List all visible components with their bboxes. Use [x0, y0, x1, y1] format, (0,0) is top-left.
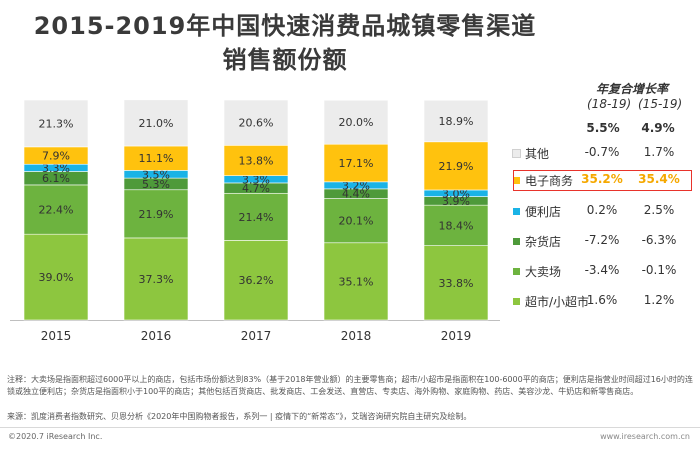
bar-value-label: 21.3% [39, 117, 74, 130]
bar-segment [223, 99, 289, 146]
bar-value-label: 7.9% [42, 150, 70, 163]
cagr-value: 1.2% [643, 293, 675, 307]
cagr-value: -0.7% [584, 145, 620, 159]
chart-title-line1: 2015-2019年中国快速消费品城镇零售渠道 [33, 12, 537, 40]
bar-segment [23, 184, 89, 235]
copyright: ©2020.7 iResearch Inc. [8, 432, 103, 441]
legend-swatch [513, 208, 520, 215]
x-tick-label: 2016 [141, 329, 172, 343]
bar-value-label: 35.1% [339, 275, 374, 288]
cagr-period-15-19: (15-19) [638, 97, 683, 111]
cagr-value: -3.4% [584, 263, 620, 277]
bar-segment [23, 233, 89, 321]
legend-swatch [513, 238, 520, 245]
x-tick-label: 2017 [241, 329, 272, 343]
cagr-value: -7.2% [584, 233, 620, 247]
bar-value-label: 4.7% [242, 182, 270, 195]
legend-item: 大卖场 [513, 263, 561, 280]
cagr-value: 35.4% [638, 172, 680, 186]
x-tick-label: 2019 [441, 329, 472, 343]
cagr-value: 35.2% [581, 172, 623, 186]
footer-divider [0, 427, 700, 428]
chart-title-line2: 销售额份额 [222, 46, 348, 74]
x-tick-label: 2018 [341, 329, 372, 343]
bar-segment [123, 237, 189, 321]
bar-value-label: 3.2% [342, 179, 370, 192]
legend-swatch [512, 149, 521, 158]
bar-segment [423, 99, 489, 143]
bar-value-label: 37.3% [139, 273, 174, 286]
cagr-value: 1.6% [586, 293, 618, 307]
bar-value-label: 6.1% [42, 172, 70, 185]
bar-value-label: 18.4% [439, 219, 474, 232]
bar-segment [323, 99, 389, 145]
legend-swatch [513, 268, 520, 275]
bar-value-label: 3.0% [442, 187, 470, 200]
bar-segment [223, 145, 289, 176]
bar-value-label: 21.9% [439, 160, 474, 173]
x-tick-label: 2015 [41, 329, 72, 343]
bar-value-label: 4.4% [342, 188, 370, 201]
bar-value-label: 21.4% [239, 211, 274, 224]
legend-label: 其他 [525, 147, 550, 161]
legend-label: 便利店 [525, 205, 562, 219]
bar-segment [323, 143, 389, 183]
bar-value-label: 22.4% [39, 204, 74, 217]
bar-value-label: 21.0% [139, 117, 174, 130]
legend-item: 杂货店 [513, 233, 561, 250]
legend-label: 电子商务 [525, 174, 574, 188]
cagr-value: -6.3% [641, 233, 677, 247]
legend-item: 电子商务 [513, 172, 573, 189]
ecommerce-highlight-box [513, 170, 692, 191]
website: www.iresearch.com.cn [600, 432, 690, 441]
bar-value-label: 17.1% [339, 157, 374, 170]
cagr-header: 年复合增长率 [596, 82, 669, 96]
bar-value-label: 3.9% [442, 195, 470, 208]
legend-label: 杂货店 [525, 235, 562, 249]
cagr-value: 2.5% [643, 203, 675, 217]
bar-segment [223, 192, 289, 241]
bar-segment [323, 198, 389, 244]
bar-value-label: 20.0% [339, 116, 374, 129]
legend-swatch [513, 177, 520, 184]
legend-swatch [513, 298, 520, 305]
bar-value-label: 5.3% [142, 178, 170, 191]
bar-segment [423, 245, 489, 321]
bar-value-label: 13.8% [239, 155, 274, 168]
bar-value-label: 3.5% [142, 168, 170, 181]
footnote: 注释：大卖场是指面积超过6000平以上的商店，包括市场份额达到83%（基于201… [7, 375, 693, 396]
bar-value-label: 20.6% [239, 117, 274, 130]
bar-value-label: 3.3% [242, 173, 270, 186]
total-cagr-18-19: 5.5% [586, 121, 620, 135]
bar-segment [423, 141, 489, 191]
bar-segment [323, 242, 389, 321]
bar-value-label: 39.0% [39, 271, 74, 284]
legend-item: 超市/小超市 [513, 293, 589, 310]
cagr-period-18-19: (18-19) [587, 97, 632, 111]
legend-item: 便利店 [513, 203, 561, 220]
bar-value-label: 33.8% [439, 277, 474, 290]
bar-segment [23, 99, 89, 148]
bar-value-label: 3.3% [42, 162, 70, 175]
bar-value-label: 20.1% [339, 215, 374, 228]
bar-segment [123, 189, 189, 239]
bar-value-label: 18.9% [439, 115, 474, 128]
bar-value-label: 36.2% [239, 274, 274, 287]
cagr-value: 1.7% [643, 145, 675, 159]
bar-segment [123, 145, 189, 171]
total-cagr-15-19: 4.9% [641, 121, 675, 135]
bar-segment [123, 99, 189, 147]
legend-item: 其他 [512, 145, 550, 162]
cagr-value: -0.1% [641, 263, 677, 277]
legend-label: 超市/小超市 [525, 295, 590, 309]
bar-value-label: 21.9% [139, 208, 174, 221]
source-note: 来源：凯度消费者指数研究、贝恩分析《2020年中国购物者报告，系列一 | 疫情下… [7, 412, 472, 421]
bar-value-label: 11.1% [139, 152, 174, 165]
cagr-value: 0.2% [586, 203, 618, 217]
legend-label: 大卖场 [525, 265, 562, 279]
bar-segment [223, 240, 289, 321]
